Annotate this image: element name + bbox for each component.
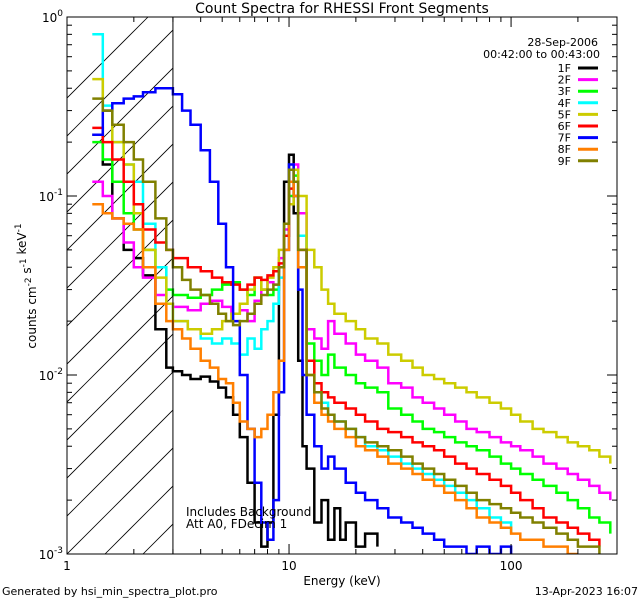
- legend-label: 6F: [558, 120, 571, 133]
- footer-timestamp: 13-Apr-2023 16:07: [535, 585, 638, 598]
- hatch-line: [67, 257, 173, 365]
- legend-label: 3F: [558, 85, 571, 98]
- legend-label: 9F: [558, 155, 571, 168]
- x-tick-label: 100: [500, 559, 523, 573]
- series-line-2F: [92, 163, 612, 501]
- x-axis-label: Energy (keV): [303, 574, 380, 588]
- hatch-line: [67, 409, 173, 517]
- time-range-label: 00:42:00 to 00:43:00: [483, 48, 600, 61]
- hatch-line: [523, 17, 640, 554]
- y-axis-ticks: 10-3 10-2 10-1 100: [39, 9, 617, 562]
- hatch-line: [67, 67, 173, 175]
- y-tick-label: 10-3: [39, 546, 63, 562]
- y-tick-label: 100: [42, 9, 63, 25]
- x-tick-label: 1: [63, 559, 71, 573]
- x-tick-label: 10: [281, 559, 296, 573]
- hatch-line: [67, 219, 173, 327]
- y-axis-label: counts cm-2 s-1 keV-1: [14, 223, 39, 348]
- plot-frame: [66, 16, 618, 555]
- series-line-3F: [92, 140, 612, 534]
- series-line-7F: [92, 86, 513, 554]
- hatch-line: [67, 447, 173, 554]
- chart-title: Count Spectra for RHESSI Front Segments: [195, 1, 489, 17]
- hatch-line: [67, 371, 173, 479]
- legend-label: 7F: [558, 132, 571, 145]
- hatch-line: [67, 29, 173, 137]
- x-axis-ticks: 1 10 100: [63, 17, 618, 573]
- legend-label: 2F: [558, 74, 571, 87]
- hatch-line: [67, 181, 173, 289]
- footer-generated-by: Generated by hsi_min_spectra_plot.pro: [2, 585, 218, 598]
- annotation-background: Includes Background: [186, 505, 311, 519]
- legend-label: 5F: [558, 108, 571, 121]
- legend-label: 8F: [558, 143, 571, 156]
- series-line-1F: [92, 133, 379, 548]
- series-line-5F: [92, 77, 612, 464]
- series-lines: [92, 33, 612, 554]
- legend-label: 4F: [558, 97, 571, 110]
- annotation-attenuator: Att A0, FDecim 1: [186, 517, 287, 531]
- y-tick-label: 10-2: [39, 367, 63, 383]
- legend-label: 1F: [558, 62, 571, 75]
- series-line-9F: [92, 97, 601, 554]
- date-label: 28-Sep-2006: [527, 36, 598, 49]
- series-line-6F: [92, 126, 601, 547]
- y-tick-label: 10-1: [39, 188, 63, 204]
